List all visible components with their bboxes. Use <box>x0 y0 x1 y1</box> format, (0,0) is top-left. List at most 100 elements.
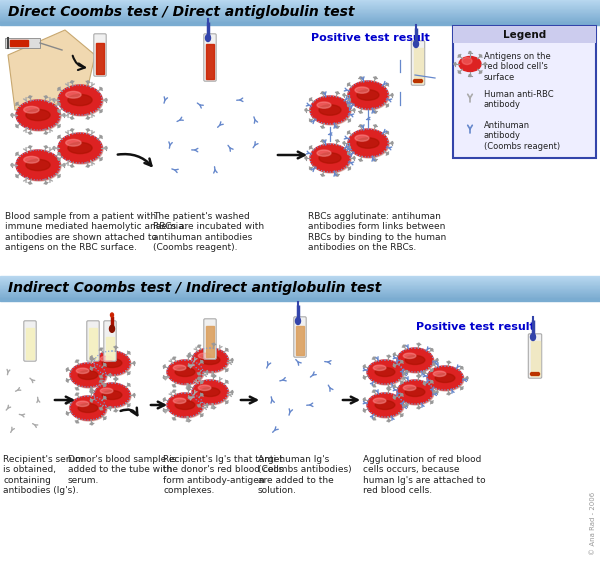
Text: RBCs agglutinate: antihuman
antibodies form links between
RBCs by binding to the: RBCs agglutinate: antihuman antibodies f… <box>308 212 446 252</box>
Ellipse shape <box>168 361 204 385</box>
Bar <box>0 281 600 282</box>
Ellipse shape <box>198 353 211 358</box>
Ellipse shape <box>193 381 229 405</box>
Circle shape <box>29 132 31 134</box>
Ellipse shape <box>433 371 446 376</box>
FancyBboxPatch shape <box>453 26 596 158</box>
Bar <box>0 278 600 280</box>
Bar <box>0 289 600 290</box>
Circle shape <box>11 164 13 166</box>
Circle shape <box>359 77 362 79</box>
Circle shape <box>201 394 203 396</box>
Ellipse shape <box>26 159 50 171</box>
Circle shape <box>173 390 175 392</box>
Bar <box>0 1 600 2</box>
Circle shape <box>58 103 60 105</box>
Ellipse shape <box>368 361 404 385</box>
Circle shape <box>231 359 233 361</box>
Ellipse shape <box>319 105 341 115</box>
Circle shape <box>45 96 47 98</box>
Circle shape <box>71 81 73 83</box>
Circle shape <box>91 357 92 358</box>
Circle shape <box>29 96 31 98</box>
Circle shape <box>115 410 117 412</box>
Circle shape <box>163 366 166 367</box>
Circle shape <box>104 397 106 399</box>
Circle shape <box>469 52 471 53</box>
Circle shape <box>349 146 350 149</box>
Ellipse shape <box>70 396 106 420</box>
Circle shape <box>67 412 68 415</box>
Circle shape <box>128 384 130 386</box>
Bar <box>0 287 600 288</box>
Ellipse shape <box>375 367 395 376</box>
Circle shape <box>403 345 405 347</box>
Circle shape <box>201 381 203 383</box>
Bar <box>0 6 600 7</box>
Circle shape <box>133 394 135 396</box>
Text: Human anti-RBC
antibody: Human anti-RBC antibody <box>484 90 554 109</box>
Circle shape <box>458 71 460 73</box>
Circle shape <box>394 385 395 388</box>
Circle shape <box>100 110 102 112</box>
Ellipse shape <box>102 358 122 367</box>
Circle shape <box>45 182 47 184</box>
Bar <box>0 295 600 296</box>
Circle shape <box>310 146 311 149</box>
Circle shape <box>373 390 375 392</box>
Bar <box>0 13 600 14</box>
Circle shape <box>353 109 355 111</box>
Circle shape <box>45 132 47 134</box>
Circle shape <box>431 401 433 403</box>
Ellipse shape <box>26 109 50 121</box>
Ellipse shape <box>397 348 433 372</box>
Circle shape <box>461 367 463 369</box>
Circle shape <box>188 387 190 389</box>
Bar <box>96 43 104 74</box>
Ellipse shape <box>462 57 472 65</box>
Ellipse shape <box>355 87 369 93</box>
Bar <box>0 282 600 283</box>
Circle shape <box>115 378 117 380</box>
Text: Recipient's serum
is obtained,
containing
antibodies (Ig's).: Recipient's serum is obtained, containin… <box>3 455 84 495</box>
Bar <box>0 289 600 291</box>
FancyBboxPatch shape <box>528 334 542 378</box>
Bar <box>0 292 600 293</box>
Circle shape <box>533 373 536 375</box>
Ellipse shape <box>311 97 351 125</box>
Ellipse shape <box>71 397 107 421</box>
Circle shape <box>115 346 117 348</box>
Text: Donor's blood sample is
added to the tube with
serum.: Donor's blood sample is added to the tub… <box>68 455 176 485</box>
Circle shape <box>76 421 78 423</box>
Circle shape <box>413 80 416 82</box>
Circle shape <box>388 388 390 390</box>
Ellipse shape <box>413 40 419 48</box>
Ellipse shape <box>76 401 89 407</box>
Circle shape <box>198 345 200 347</box>
Circle shape <box>433 363 435 365</box>
Circle shape <box>226 401 228 403</box>
Text: Recipient's Ig's that target
the donor's red blood cells
form antibody-antigen
c: Recipient's Ig's that target the donor's… <box>163 455 283 495</box>
Ellipse shape <box>59 86 103 116</box>
Circle shape <box>454 63 456 65</box>
Circle shape <box>188 353 190 356</box>
Ellipse shape <box>110 313 113 317</box>
Bar <box>0 12 600 13</box>
Circle shape <box>163 410 166 411</box>
Circle shape <box>87 81 89 83</box>
Bar <box>0 6 600 8</box>
Bar <box>0 21 600 22</box>
Circle shape <box>418 375 420 377</box>
Circle shape <box>484 63 486 65</box>
Circle shape <box>353 157 355 159</box>
Text: Antihuman
antibody
(Coombs reagent): Antihuman antibody (Coombs reagent) <box>484 121 560 151</box>
Circle shape <box>188 355 190 357</box>
Ellipse shape <box>175 401 195 410</box>
Ellipse shape <box>68 94 92 105</box>
Bar <box>0 282 600 284</box>
Ellipse shape <box>349 82 389 110</box>
Circle shape <box>347 153 350 155</box>
Circle shape <box>394 365 395 366</box>
Bar <box>206 44 214 79</box>
Circle shape <box>469 75 471 76</box>
